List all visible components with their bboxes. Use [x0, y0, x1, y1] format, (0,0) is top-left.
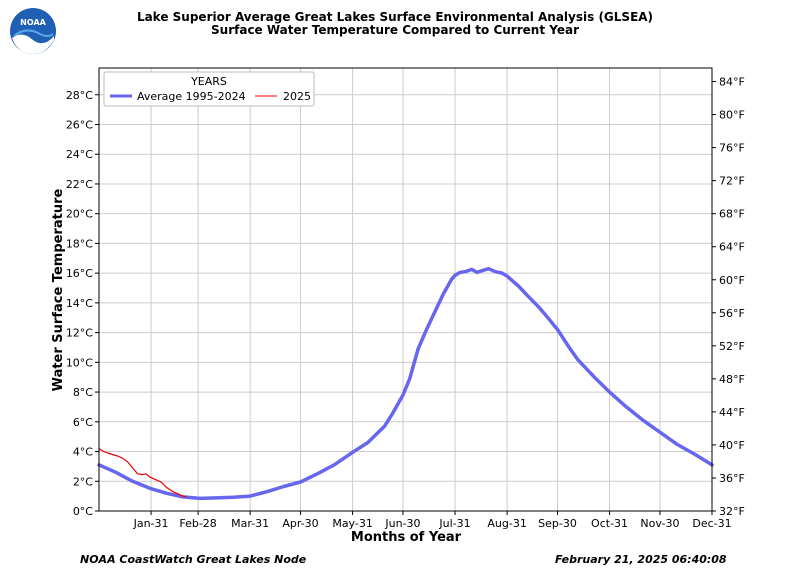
x-tick-label: Aug-31: [487, 517, 526, 530]
x-tick-label: Oct-31: [591, 517, 628, 530]
y2-tick-label: 56°F: [719, 307, 745, 320]
y2-tick-label: 76°F: [719, 142, 745, 155]
y2-tick-label: 44°F: [719, 406, 745, 419]
y-tick-label: 20°C: [66, 208, 93, 221]
series-line-average: [97, 266, 714, 501]
footer-timestamp: February 21, 2025 06:40:08: [555, 553, 727, 566]
y2-tick-label: 40°F: [719, 439, 745, 452]
y-tick-label: 26°C: [66, 118, 93, 131]
y2-tick-label: 52°F: [719, 340, 745, 353]
y-tick-label: 6°C: [73, 416, 93, 429]
y-tick-label: 4°C: [73, 446, 93, 459]
y2-tick-label: 68°F: [719, 208, 745, 221]
y-tick-label: 24°C: [66, 148, 93, 161]
y-tick-label: 10°C: [66, 356, 93, 369]
series-layer: [97, 266, 714, 501]
y-tick-label: 16°C: [66, 267, 93, 280]
y2-tick-label: 64°F: [719, 241, 745, 254]
x-tick-label: Jun-30: [384, 517, 420, 530]
y-tick-label: 12°C: [66, 327, 93, 340]
y2-tick-label: 60°F: [719, 274, 745, 287]
chart-title: Lake Superior Average Great Lakes Surfac…: [136, 10, 654, 24]
legend: YEARS Average 1995-2024 2025: [103, 71, 315, 107]
y-tick-label: 0°C: [73, 505, 93, 518]
y2-tick-label: 84°F: [719, 76, 745, 89]
x-tick-label: Apr-30: [282, 517, 318, 530]
x-tick-label: Feb-28: [179, 517, 216, 530]
y-axis-title: Water Surface Temperature: [51, 189, 66, 392]
legend-box: [103, 71, 315, 107]
noaa-logo: NOAA: [10, 8, 56, 54]
x-axis-title: Months of Year: [351, 530, 462, 545]
noaa-logo-text: NOAA: [20, 18, 46, 27]
series-line-2025: [98, 448, 187, 498]
x-tick-label: Jul-31: [438, 517, 470, 530]
legend-label-2025: 2025: [283, 90, 311, 103]
x-tick-label: Nov-30: [640, 517, 679, 530]
y2-tick-label: 48°F: [719, 373, 745, 386]
y2-tick-label: 36°F: [719, 472, 745, 485]
y-tick-label: 8°C: [73, 386, 93, 399]
x-tick-label: Mar-31: [231, 517, 269, 530]
legend-title: YEARS: [190, 75, 227, 88]
x-tick-label: May-31: [332, 517, 373, 530]
y-tick-label: 2°C: [73, 475, 93, 488]
y-tick-label: 18°C: [66, 237, 93, 250]
plot-frame: [98, 67, 713, 512]
y-tick-label: 14°C: [66, 297, 93, 310]
y2-tick-label: 80°F: [719, 109, 745, 122]
right-y-axis: 32°F 36°F 40°F 44°F 48°F 52°F 56°F 60°F 64°F 68°F…: [712, 76, 745, 518]
footer-source: NOAA CoastWatch Great Lakes Node: [80, 553, 307, 566]
x-tick-label: Jan-31: [133, 517, 169, 530]
grid-lines: [99, 68, 713, 512]
x-tick-label: Dec-31: [692, 517, 731, 530]
chart-subtitle: Surface Water Temperature Compared to Cu…: [211, 23, 579, 37]
y-tick-label: 28°C: [66, 89, 93, 102]
y2-tick-label: 72°F: [719, 175, 745, 188]
y-tick-label: 22°C: [66, 178, 93, 191]
legend-label-average: Average 1995-2024: [137, 90, 246, 103]
left-y-axis: 0°C 2°C 4°C 6°C 8°C 10°C 12°C 14°C 16°C 18°C 20°C 2…: [66, 89, 99, 518]
y2-tick-label: 32°F: [719, 505, 745, 518]
x-tick-label: Sep-30: [538, 517, 577, 530]
x-axis: Jan-31 Feb-28 Mar-31 Apr-30 May-31 Jun-30 Jul-…: [133, 511, 732, 530]
